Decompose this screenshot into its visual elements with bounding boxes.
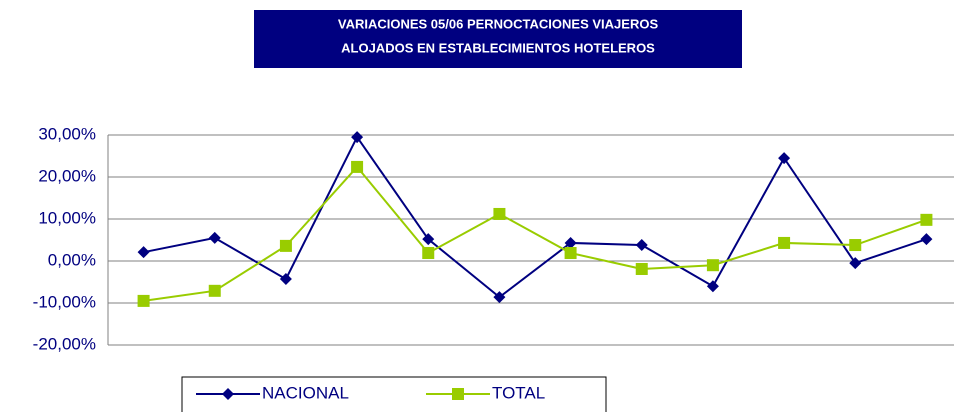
data-point (137, 294, 150, 307)
data-point (422, 247, 435, 260)
data-point (279, 273, 292, 286)
data-point (706, 280, 719, 293)
data-point (849, 239, 862, 252)
data-point (564, 236, 577, 249)
y-tick-label: 10,00% (38, 208, 96, 227)
series-line (143, 135, 927, 299)
data-point (920, 213, 933, 226)
y-tick-label: -20,00% (33, 334, 96, 353)
chart-title: ALOJADOS EN ESTABLECIMIENTOS HOTELEROS (341, 40, 655, 55)
data-point (493, 291, 506, 304)
y-tick-label: -10,00% (33, 292, 96, 311)
y-tick-label: 20,00% (38, 166, 96, 185)
y-tick-label: 30,00% (38, 124, 96, 143)
series-line (143, 165, 927, 302)
data-point (635, 262, 648, 275)
legend-label: NACIONAL (262, 383, 349, 402)
data-point (351, 131, 364, 144)
y-tick-label: 0,00% (48, 250, 96, 269)
legend-marker (452, 388, 464, 400)
data-point (778, 152, 791, 165)
legend-label: TOTAL (492, 383, 545, 402)
chart-title: VARIACIONES 05/06 PERNOCTACIONES VIAJERO… (338, 16, 659, 31)
legend-marker (222, 388, 234, 400)
data-point (137, 246, 150, 259)
data-point (208, 231, 221, 244)
data-point (493, 207, 506, 220)
data-point (279, 239, 292, 252)
data-point (920, 233, 933, 246)
title-box (254, 10, 742, 68)
data-point (849, 257, 862, 270)
data-point (635, 239, 648, 252)
data-point (208, 284, 221, 297)
data-point (778, 236, 791, 249)
data-point (351, 160, 364, 173)
data-point (564, 247, 577, 260)
data-point (706, 259, 719, 272)
data-point (422, 233, 435, 246)
